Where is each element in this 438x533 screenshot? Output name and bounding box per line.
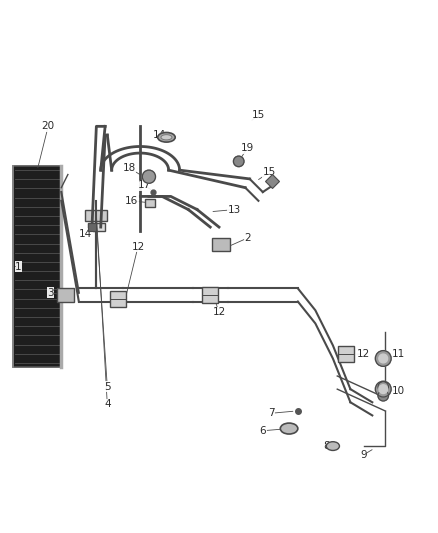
Text: 7: 7 xyxy=(268,408,275,418)
Bar xyxy=(145,199,155,207)
Circle shape xyxy=(378,391,389,401)
Text: 15: 15 xyxy=(263,167,276,177)
Bar xyxy=(338,346,354,362)
Bar xyxy=(85,209,107,221)
Bar xyxy=(202,287,218,303)
Bar xyxy=(57,288,74,302)
Text: 14: 14 xyxy=(79,229,92,239)
Ellipse shape xyxy=(161,135,172,140)
Bar xyxy=(212,238,230,251)
Text: 13: 13 xyxy=(228,205,241,215)
Ellipse shape xyxy=(326,442,339,450)
Circle shape xyxy=(379,354,388,363)
Text: 12: 12 xyxy=(131,242,145,252)
Text: 16: 16 xyxy=(125,196,138,206)
Text: 9: 9 xyxy=(360,450,367,460)
Text: 17: 17 xyxy=(138,181,151,190)
Text: 15: 15 xyxy=(252,110,265,120)
Text: 18: 18 xyxy=(123,163,136,173)
Bar xyxy=(88,223,105,231)
Text: 2: 2 xyxy=(244,233,251,243)
Text: 8: 8 xyxy=(323,441,330,451)
Ellipse shape xyxy=(158,133,175,142)
Text: 4: 4 xyxy=(104,399,111,409)
Circle shape xyxy=(379,385,388,393)
Circle shape xyxy=(142,170,155,183)
Text: 11: 11 xyxy=(392,349,405,359)
Text: 3: 3 xyxy=(47,288,54,298)
Text: 14: 14 xyxy=(153,130,166,140)
Text: 1: 1 xyxy=(15,262,22,271)
Text: 12: 12 xyxy=(212,308,226,318)
Text: 10: 10 xyxy=(392,386,405,397)
Circle shape xyxy=(375,381,391,397)
Text: 19: 19 xyxy=(241,143,254,154)
Text: 20: 20 xyxy=(42,122,55,131)
Circle shape xyxy=(378,382,389,392)
FancyBboxPatch shape xyxy=(13,166,61,367)
Circle shape xyxy=(375,351,391,366)
Circle shape xyxy=(233,156,244,167)
Text: 5: 5 xyxy=(104,382,111,392)
Text: 12: 12 xyxy=(357,349,370,359)
Ellipse shape xyxy=(280,423,298,434)
Text: 6: 6 xyxy=(259,426,266,436)
Bar xyxy=(110,292,126,307)
